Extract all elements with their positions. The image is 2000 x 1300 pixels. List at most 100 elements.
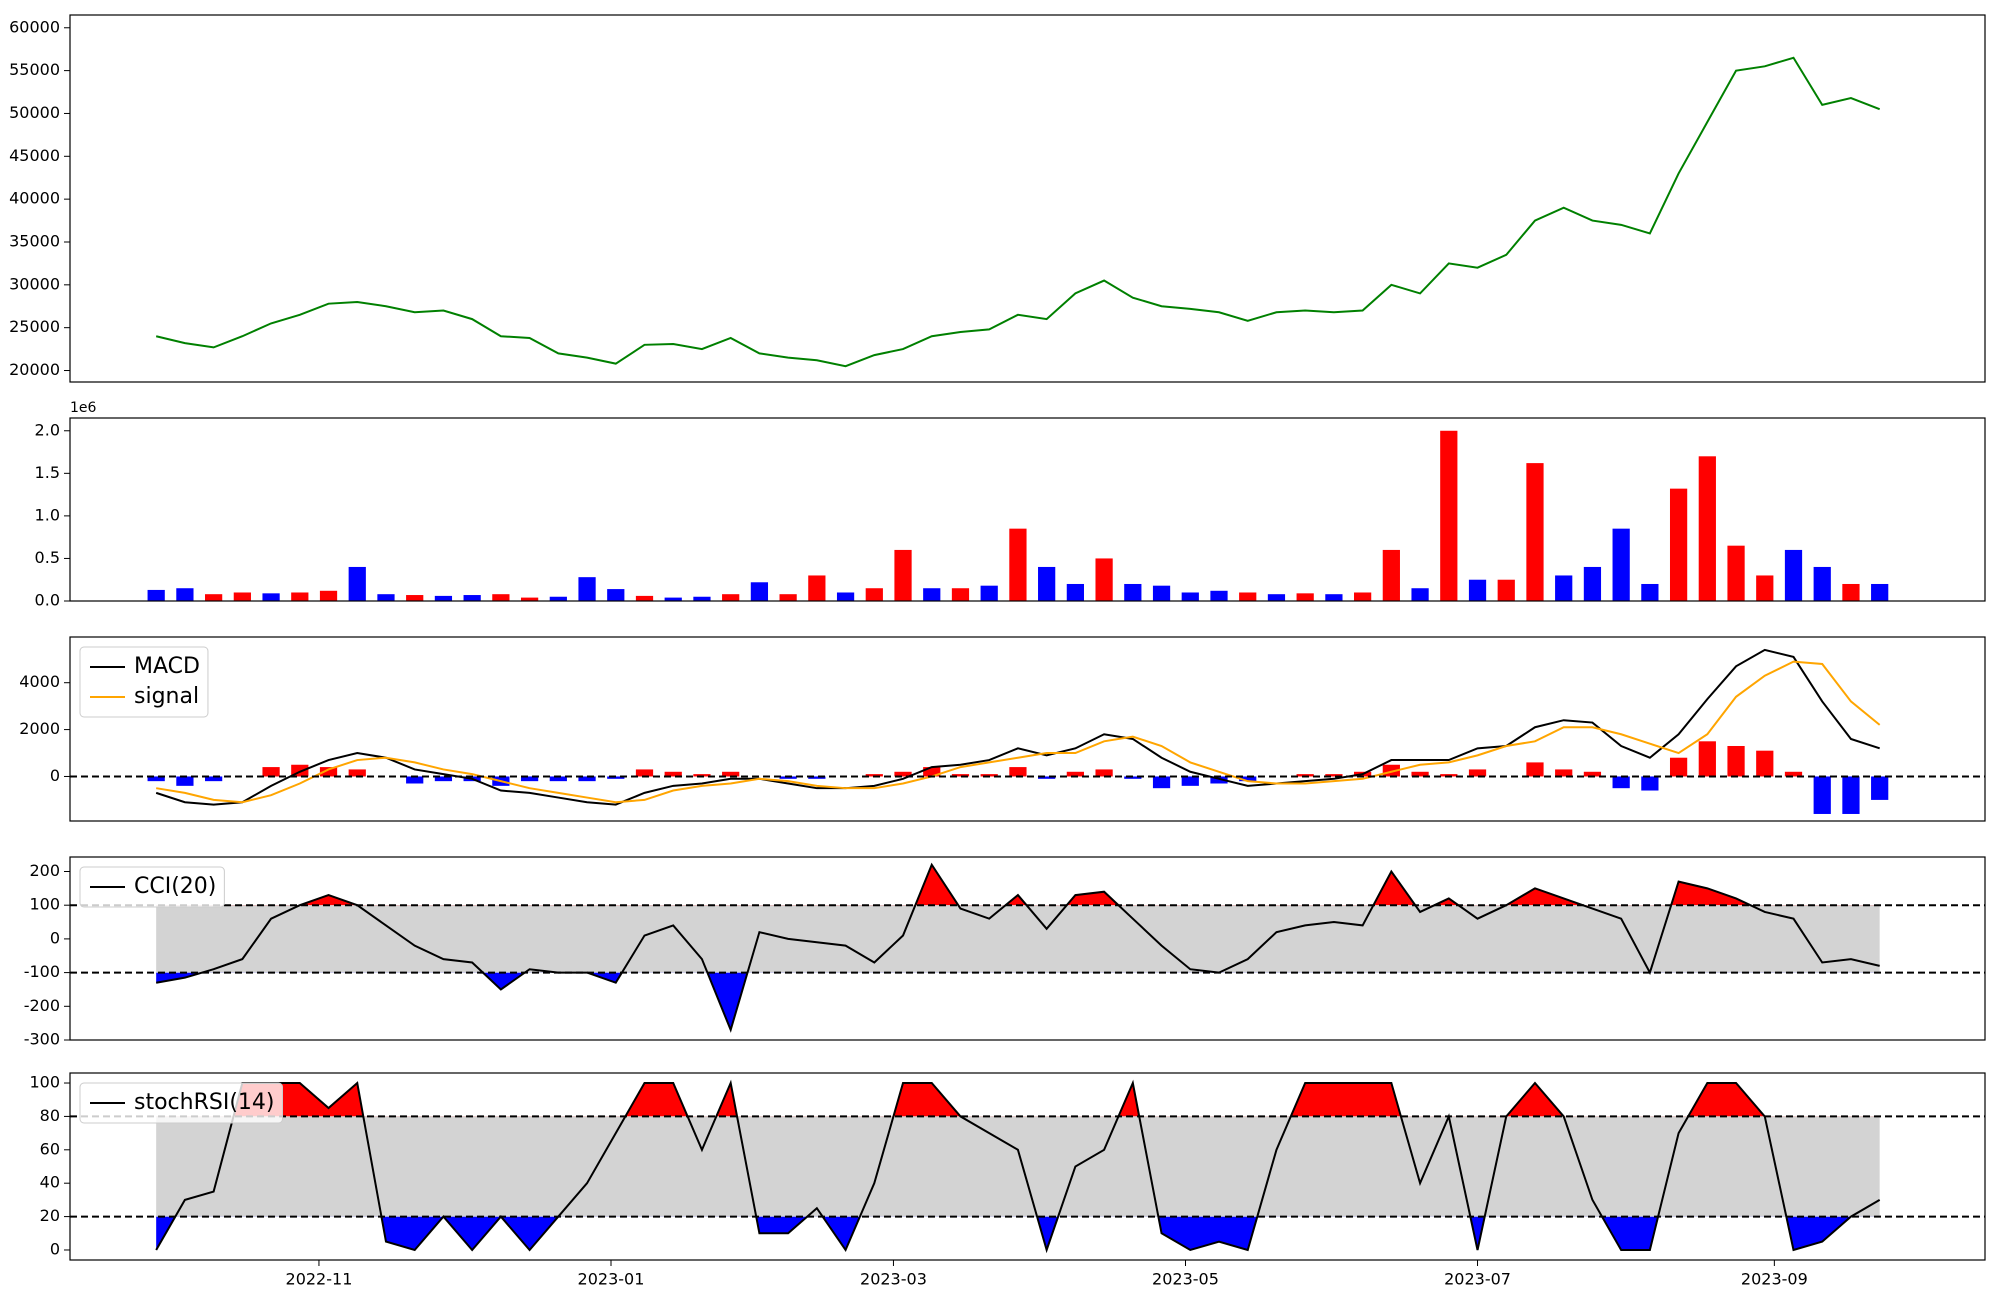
histogram-bar	[262, 767, 280, 777]
volume-bar	[1411, 588, 1429, 601]
panel: -300 -200 -100 0 100 200 CCI(20)	[24, 856, 1986, 1049]
volume-bar	[520, 597, 539, 601]
y-tick-label: 40	[40, 1173, 60, 1192]
x-tick-label: 2023-05	[1152, 1270, 1219, 1289]
axes-frame	[69, 417, 1986, 602]
histogram-bar	[1296, 774, 1314, 777]
volume-bar	[865, 588, 883, 601]
volume-bar	[951, 588, 970, 601]
histogram-bar	[1756, 750, 1774, 777]
y-tick-label: 0.5	[35, 548, 60, 567]
volume-bar	[492, 594, 510, 601]
volume-bar	[1813, 566, 1831, 601]
volume-bar	[779, 594, 797, 601]
histogram-bar	[1698, 741, 1716, 777]
y-tick-label: 0	[50, 1239, 60, 1258]
histogram-bar	[1813, 776, 1831, 814]
histogram-bar	[578, 776, 596, 782]
y-tick-label: 35000	[9, 231, 60, 250]
legend: CCI(20)	[79, 866, 225, 908]
volume-bar	[463, 595, 481, 601]
y-tick-label: -300	[24, 1030, 60, 1049]
histogram-bar	[549, 776, 567, 782]
overbought-fill	[233, 1083, 1765, 1117]
y-tick-label: 30000	[9, 274, 60, 293]
histogram-bar	[1124, 776, 1142, 779]
histogram-bar	[1239, 776, 1257, 782]
histogram-bar	[894, 771, 912, 777]
histogram-bar	[1325, 774, 1343, 777]
volume-bar	[233, 592, 251, 601]
panel: 0.0 0.5 1.0 1.5 2.0 1e6	[35, 400, 1986, 610]
volume-bar	[1612, 528, 1630, 601]
histogram-bar	[1066, 771, 1084, 777]
plot-area	[147, 648, 1889, 814]
volume-bar	[1239, 592, 1257, 601]
legend: MACD signal	[79, 646, 209, 718]
histogram-bar	[1152, 776, 1171, 789]
legend-label: MACD	[134, 654, 200, 679]
plot-area	[147, 430, 1889, 601]
volume-bar	[205, 594, 223, 601]
y-tick-label: 40000	[9, 189, 60, 208]
offset-label: 1e6	[70, 400, 97, 416]
volume-bar	[750, 582, 769, 601]
histogram-bar	[1555, 769, 1573, 777]
histogram-bar	[176, 776, 194, 786]
series-line	[155, 1079, 1881, 1254]
y-tick-label: 60	[40, 1139, 60, 1158]
panel: 0 2000 4000 MACD signal	[19, 636, 1986, 822]
volume-bar	[1152, 585, 1171, 601]
histogram-bar	[1009, 767, 1027, 777]
volume-bar	[1440, 430, 1458, 601]
volume-bar	[1038, 566, 1056, 601]
y-tick-label: 100	[29, 1073, 60, 1092]
legend-box	[79, 1082, 283, 1124]
neutral-band	[156, 905, 1880, 973]
neutral-band	[156, 1116, 1880, 1217]
volume-bar	[549, 596, 567, 601]
histogram-bar	[1612, 776, 1630, 789]
legend-label: stochRSI(14)	[134, 1090, 275, 1115]
histogram-bar	[406, 776, 424, 784]
histogram-bar	[1440, 774, 1458, 777]
histogram-bar	[1382, 764, 1400, 777]
volume-bar	[1727, 545, 1745, 601]
histogram-bar	[1784, 771, 1803, 777]
histogram-bar	[434, 776, 453, 782]
y-tick-label: 20000	[9, 360, 60, 379]
histogram-bar	[147, 776, 165, 782]
volume-bar	[836, 592, 855, 601]
y-tick-label: 45000	[9, 146, 60, 165]
histogram-bar	[1669, 757, 1688, 777]
histogram-bar	[1095, 769, 1113, 777]
volume-bar	[1354, 592, 1372, 601]
x-tick-label: 2023-03	[860, 1270, 927, 1289]
volume-bar	[1468, 579, 1487, 601]
volume-bar	[434, 595, 453, 601]
series-line	[156, 862, 1880, 1033]
volume-bar	[808, 575, 826, 601]
legend: stochRSI(14)	[79, 1082, 283, 1124]
histogram-bar	[980, 774, 998, 777]
y-tick-label: -100	[24, 962, 60, 981]
y-tick-label: 25000	[9, 317, 60, 336]
histogram-bar	[1641, 776, 1659, 791]
volume-bar	[1095, 558, 1113, 601]
histogram-bar	[205, 776, 223, 782]
volume-bar	[1497, 579, 1515, 601]
histogram-bar	[808, 776, 826, 779]
volume-bar	[1009, 528, 1027, 601]
overbought-fill	[156, 864, 1880, 906]
histogram-bar	[1181, 776, 1199, 786]
volume-bar	[176, 588, 194, 601]
volume-bar	[635, 595, 654, 601]
histogram-bar	[923, 767, 941, 777]
volume-bar	[1124, 583, 1142, 601]
volume-bar	[664, 597, 682, 601]
histogram-bar	[348, 769, 366, 777]
histogram-bar	[722, 771, 740, 777]
y-tick-label: 2000	[19, 719, 60, 738]
volume-bar	[1669, 488, 1688, 601]
